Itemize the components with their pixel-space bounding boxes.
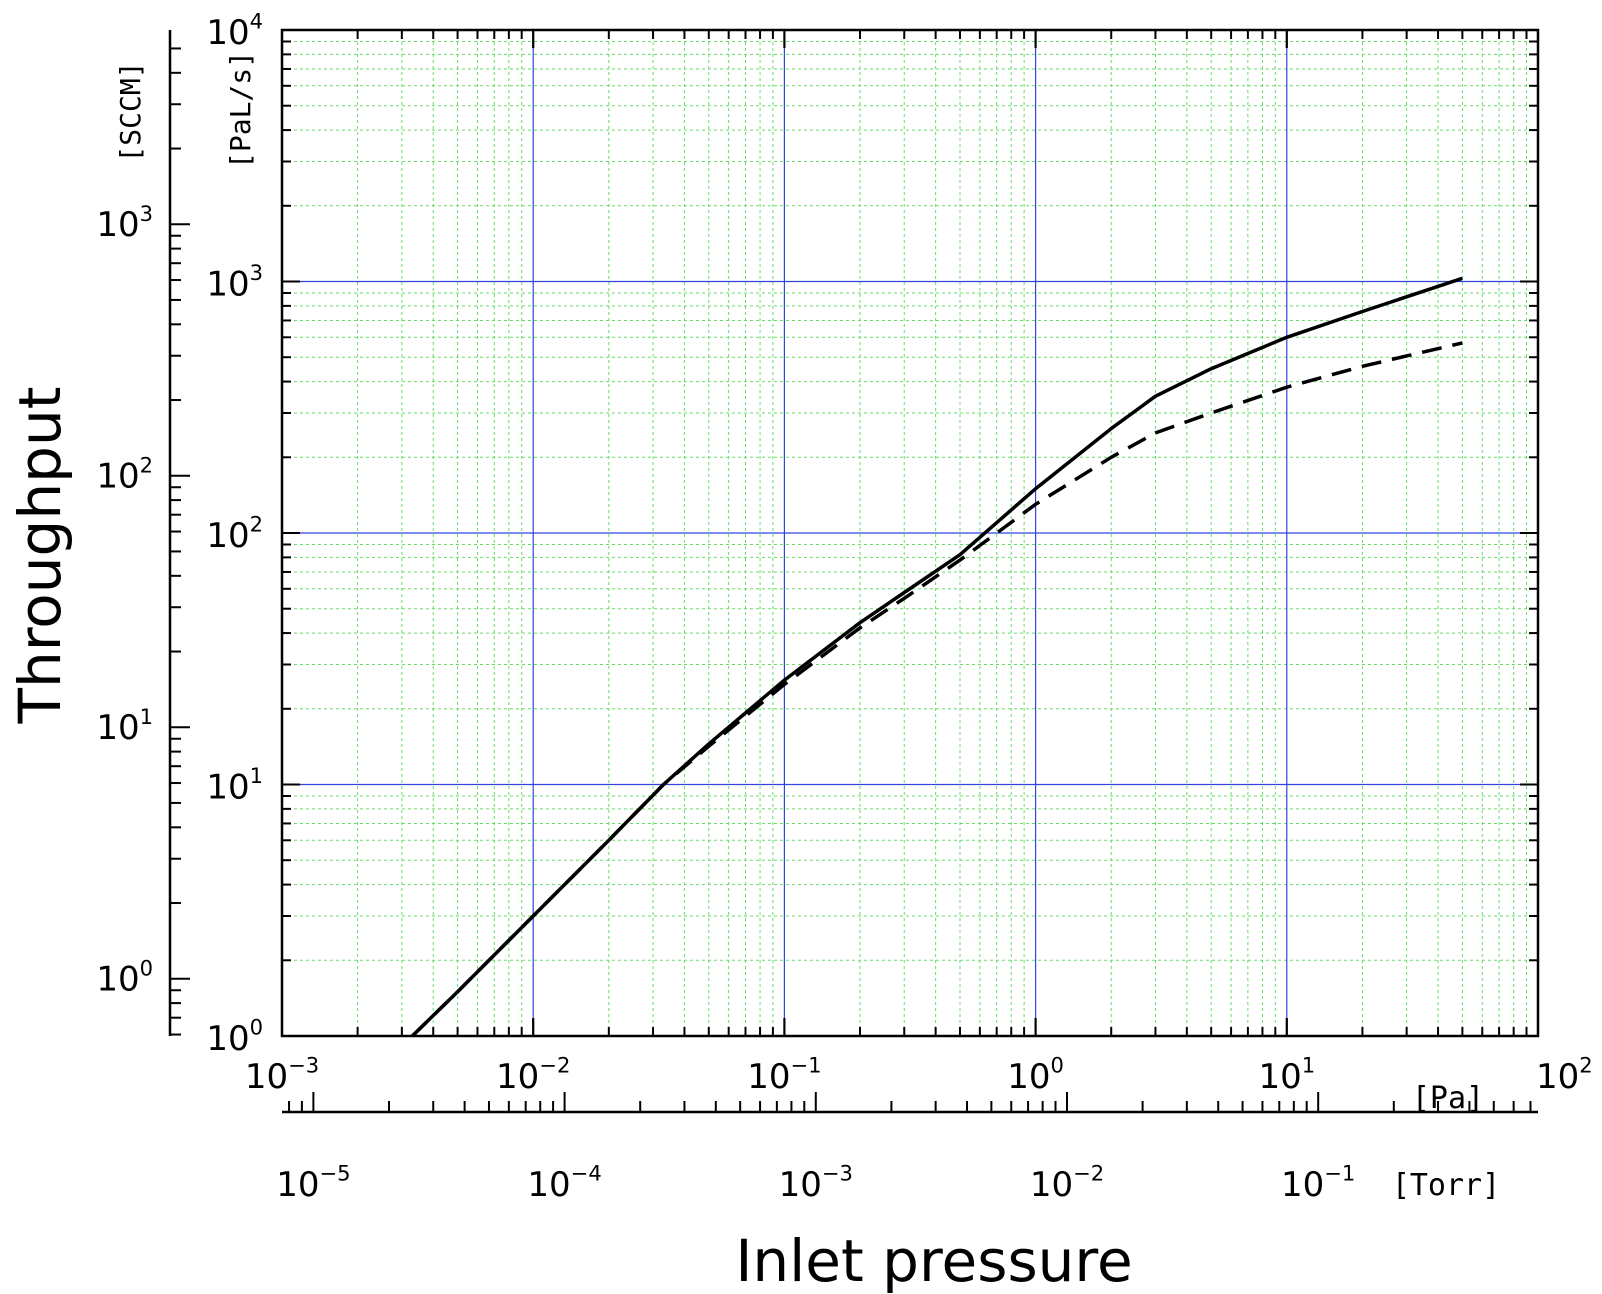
y-axis-unit: [PaL/s] bbox=[224, 51, 257, 169]
torr-tick-label: 10−4 bbox=[527, 1161, 601, 1205]
sccm-tick-label: 102 bbox=[96, 452, 153, 496]
solid-series-line bbox=[411, 276, 1463, 1038]
torr-tick-label: 10−5 bbox=[276, 1161, 350, 1205]
series-layer bbox=[411, 276, 1463, 1038]
y-tick-label: 104 bbox=[206, 9, 263, 53]
x-tick-label: 10−2 bbox=[496, 1053, 570, 1097]
sccm-tick-label: 101 bbox=[96, 704, 153, 748]
torr-tick-label: 10−3 bbox=[779, 1161, 853, 1205]
minor-grid bbox=[282, 30, 1538, 1036]
x-tick-label: 10−1 bbox=[747, 1053, 821, 1097]
torr-tick-label: 10−1 bbox=[1281, 1161, 1355, 1205]
y-tick-label: 100 bbox=[206, 1015, 263, 1059]
x-tick-label: 102 bbox=[1536, 1053, 1593, 1097]
torr-tick-label: 10−2 bbox=[1030, 1161, 1104, 1205]
x-tick-label: 100 bbox=[1007, 1053, 1064, 1097]
x-tick-label: 10−3 bbox=[245, 1053, 319, 1097]
x2-axis-unit: [Torr] bbox=[1392, 1168, 1500, 1203]
dashed-series-line bbox=[411, 341, 1463, 1038]
x-axis-unit: [Pa] bbox=[1412, 1081, 1484, 1116]
x-axis-title: Inlet pressure bbox=[735, 1227, 1132, 1294]
y-tick-label: 102 bbox=[206, 512, 263, 556]
y-tick-label: 103 bbox=[206, 260, 263, 304]
axes-layer: 10−3 10−2 10−1 100 101 102 100 101 102 103 104 10−5… bbox=[96, 9, 1592, 1205]
y2-axis-unit: [SCCM] bbox=[114, 61, 147, 162]
x-tick-label: 101 bbox=[1258, 1053, 1315, 1097]
sccm-tick-label: 100 bbox=[96, 955, 153, 999]
major-grid bbox=[282, 30, 1538, 1036]
y-axis-title: Throughput bbox=[6, 387, 74, 725]
sccm-tick-label: 103 bbox=[96, 201, 153, 245]
y-tick-label: 101 bbox=[206, 763, 263, 807]
